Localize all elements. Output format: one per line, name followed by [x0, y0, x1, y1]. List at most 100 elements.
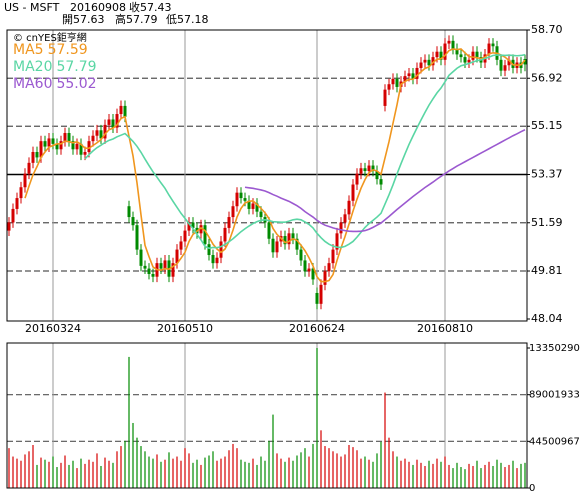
- volume-bar: [504, 467, 506, 488]
- candle-body: [423, 59, 427, 63]
- candle-body: [487, 43, 491, 55]
- volume-bar: [320, 430, 322, 488]
- volume-bar: [384, 392, 386, 488]
- volume-bar: [152, 458, 154, 488]
- volume-bar: [240, 459, 242, 488]
- candle-body: [243, 198, 247, 201]
- candle-body: [179, 241, 183, 250]
- candle-body: [7, 222, 11, 231]
- volume-bar: [352, 447, 354, 488]
- candle-body: [175, 249, 179, 264]
- volume-bar: [376, 453, 378, 488]
- legend-name: MA60: [13, 76, 52, 92]
- legend-name: MA20: [13, 59, 52, 75]
- ma-line: [24, 48, 526, 283]
- volume-bar: [16, 458, 18, 488]
- candle-body: [203, 225, 207, 245]
- volume-bar: [96, 453, 98, 488]
- volume-bar: [68, 464, 70, 488]
- candle-body: [503, 65, 507, 71]
- volume-bar: [104, 457, 106, 488]
- y-tick-label: 53.37: [531, 168, 563, 181]
- candle-body: [87, 141, 91, 152]
- candle-body: [523, 59, 527, 65]
- volume-bar: [220, 458, 222, 488]
- candle-body: [427, 59, 431, 66]
- volume-bar: [208, 455, 210, 488]
- volume-bar: [216, 460, 218, 488]
- candle-body: [43, 141, 47, 147]
- volume-bar: [396, 456, 398, 488]
- volume-bar: [372, 461, 374, 488]
- candle-body: [19, 187, 23, 199]
- y-tick-label: 51.59: [531, 216, 563, 229]
- volume-bar: [60, 462, 62, 488]
- volume-bar: [124, 440, 126, 488]
- candle-body: [471, 51, 475, 60]
- volume-bar: [280, 458, 282, 488]
- volume-bar: [140, 446, 142, 488]
- volume-bar: [76, 468, 78, 488]
- price-frame: [6, 29, 528, 322]
- candle-body: [95, 130, 99, 136]
- volume-bar: [332, 451, 334, 488]
- legend-value: 57.59: [48, 42, 88, 58]
- candle-body: [99, 130, 103, 139]
- volume-bar: [180, 460, 182, 488]
- x-tick-label: 20160810: [417, 322, 473, 335]
- volume-bar: [512, 460, 514, 488]
- volume-bar: [416, 459, 418, 488]
- legend-name: MA5: [13, 42, 44, 58]
- candle-body: [463, 57, 467, 63]
- candle-body: [431, 57, 435, 66]
- open-label: 開: [62, 13, 73, 26]
- volume-bar: [496, 459, 498, 488]
- volume-bar: [404, 458, 406, 488]
- low-readout: 低57.18: [166, 13, 209, 26]
- volume-bar: [456, 462, 458, 488]
- candle-body: [255, 203, 259, 212]
- volume-bar: [128, 356, 130, 488]
- high-value: 57.79: [126, 13, 158, 26]
- candle-body: [127, 206, 131, 218]
- volume-bar: [464, 469, 466, 488]
- volume-bar: [340, 456, 342, 488]
- volume-bar: [440, 461, 442, 488]
- candle-body: [79, 143, 83, 155]
- volume-bar: [420, 462, 422, 488]
- low-label: 低: [166, 13, 177, 26]
- candle-body: [11, 208, 15, 223]
- volume-bar: [316, 348, 318, 488]
- x-tick-label: 20160624: [289, 322, 345, 335]
- volume-bar: [292, 460, 294, 488]
- candle-body: [335, 233, 339, 250]
- candle-body: [455, 48, 459, 55]
- volume-bar: [144, 451, 146, 488]
- candle-body: [207, 244, 211, 256]
- candle-body: [91, 135, 95, 142]
- volume-bar: [148, 456, 150, 488]
- volume-bar: [188, 453, 190, 488]
- volume-bar: [412, 464, 414, 488]
- volume-bar: [156, 454, 158, 488]
- volume-bar: [24, 454, 26, 488]
- volume-bar: [252, 458, 254, 488]
- candle-body: [451, 40, 455, 49]
- candle-body: [267, 222, 271, 239]
- candle-body: [223, 227, 227, 242]
- volume-bar: [28, 451, 30, 488]
- high-readout: 高57.79: [115, 12, 158, 26]
- symbol: US - MSFT: [4, 1, 60, 14]
- x-tick-label: 20160510: [157, 322, 213, 335]
- grid: 48.04 49.81 51.59 53.37 55.15 56.92 58.70 0 4450…: [7, 23, 580, 494]
- volume-bar: [444, 456, 446, 488]
- volume-bar: [244, 461, 246, 488]
- candle-body: [403, 76, 407, 82]
- volume-bar: [120, 446, 122, 488]
- volume-bar: [224, 456, 226, 488]
- candle-body: [295, 238, 299, 250]
- legend-entry: MA60 55.02: [13, 76, 97, 92]
- volume-bar: [288, 457, 290, 488]
